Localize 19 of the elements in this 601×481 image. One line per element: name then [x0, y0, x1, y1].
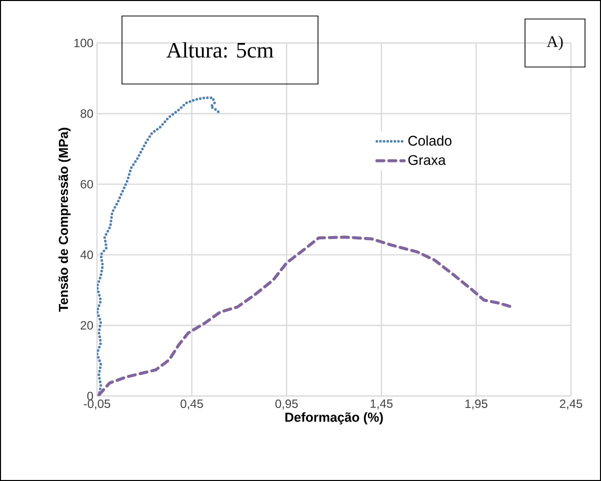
y-tick-label: 20 — [80, 321, 94, 330]
line-series — [97, 236, 514, 396]
y-tick-label: 100 — [74, 38, 93, 48]
legend-label: Colado — [408, 135, 452, 146]
x-tick-label: 2,45 — [560, 400, 582, 410]
y-tick-label: 60 — [80, 180, 94, 188]
x-tick-label: 0,95 — [275, 400, 298, 410]
x-tick-label: -0,05 — [84, 400, 110, 410]
y-axis-title: Tensão de Compressão (MPa) — [58, 128, 71, 312]
x-tick-label: 1,95 — [465, 400, 488, 410]
y-tick-label: 80 — [80, 109, 94, 118]
annotation: A) — [546, 36, 563, 50]
x-axis-title: Deformação (%) — [285, 412, 383, 424]
y-tick-label: 0 — [87, 392, 94, 400]
y-tick-label: 40 — [80, 250, 94, 260]
x-tick-label: 1,45 — [370, 400, 393, 410]
annotation: Altura: 5cm — [166, 42, 274, 58]
x-tick-label: 0,45 — [180, 400, 203, 410]
legend-label: Graxa — [408, 155, 446, 166]
